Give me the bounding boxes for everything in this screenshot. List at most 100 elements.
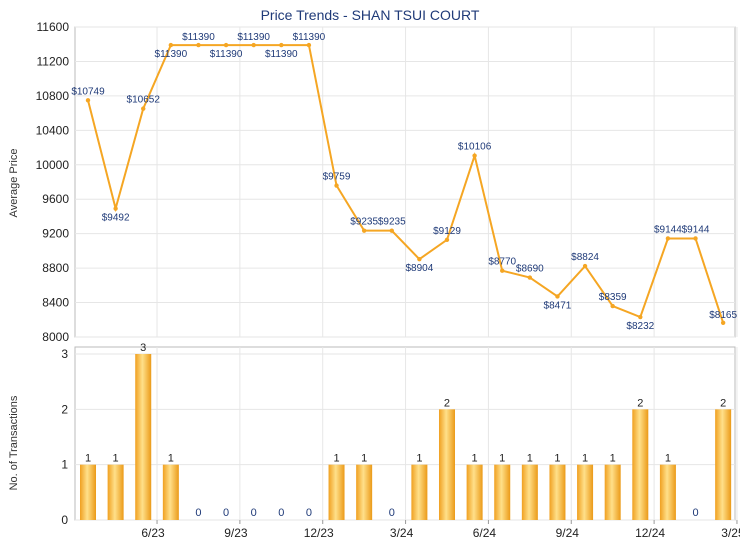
- price-label-21: $9144: [654, 224, 682, 235]
- transactions-label-22: 0: [692, 507, 698, 519]
- transactions-label-19: 1: [610, 453, 616, 465]
- transactions-label-18: 1: [582, 453, 588, 465]
- price-point-17: [555, 294, 560, 299]
- price-point-22: [693, 236, 698, 241]
- price-point-8: [306, 42, 312, 48]
- price-label-5: $11390: [210, 49, 243, 60]
- transactions-ytick-3: 3: [61, 347, 68, 361]
- price-point-15: [500, 268, 505, 273]
- transactions-label-23: 2: [720, 397, 726, 409]
- chart-title: Price Trends - SHAN TSUI COURT: [261, 7, 480, 23]
- price-label-18: $8824: [571, 252, 599, 263]
- transactions-bar-15: [494, 464, 511, 520]
- price-label-7: $11390: [265, 49, 298, 60]
- transactions-bar-20: [632, 409, 649, 520]
- price-label-15: $8770: [488, 257, 516, 268]
- transactions-bar-12: [411, 464, 428, 520]
- transactions-label-16: 1: [527, 453, 533, 465]
- price-point-12: [417, 256, 422, 262]
- price-label-10: $9235: [350, 217, 378, 228]
- price-point-18: [582, 263, 588, 269]
- price-point-2: [141, 106, 146, 111]
- transactions-xtick-6: 12/24: [635, 526, 665, 540]
- transactions-xtick-4: 6/24: [473, 526, 497, 540]
- price-label-11: $9235: [378, 217, 406, 228]
- price-point-13: [444, 237, 450, 242]
- price-plot-frame: [74, 26, 736, 338]
- transactions-label-6: 0: [251, 507, 257, 519]
- price-point-1: [113, 206, 118, 211]
- transactions-bar-9: [328, 464, 345, 520]
- price-point-9: [334, 183, 339, 188]
- price-label-1: $9492: [102, 213, 130, 224]
- transactions-bar-10: [356, 464, 373, 520]
- price-label-12: $8904: [405, 263, 433, 274]
- transactions-label-17: 1: [554, 453, 560, 465]
- transactions-ytick-0: 0: [61, 513, 68, 527]
- price-point-14: [472, 153, 477, 158]
- price-point-11: [389, 228, 394, 233]
- transactions-label-20: 2: [637, 397, 643, 409]
- price-point-16: [527, 275, 533, 280]
- transactions-axis-label: No. of Transactions: [8, 395, 20, 490]
- price-ytick-6: 10400: [36, 123, 70, 137]
- transactions-label-12: 1: [416, 453, 422, 465]
- price-ytick-5: 10000: [36, 158, 70, 172]
- price-label-4: $11390: [182, 32, 215, 43]
- transactions-label-5: 0: [223, 507, 229, 519]
- transactions-label-2: 3: [140, 342, 146, 354]
- transactions-label-7: 0: [278, 507, 284, 519]
- price-label-2: $10652: [127, 95, 161, 106]
- transactions-xtick-5: 9/24: [556, 526, 580, 540]
- price-point-20: [638, 314, 643, 320]
- price-label-23: $8165: [709, 310, 737, 321]
- transactions-bar-19: [604, 464, 621, 520]
- transactions-xtick-7: 3/25: [721, 526, 740, 540]
- transactions-label-11: 0: [389, 507, 395, 519]
- price-point-10: [361, 228, 367, 233]
- transactions-label-14: 1: [472, 453, 478, 465]
- transactions-label-8: 0: [306, 507, 312, 519]
- price-ytick-7: 10800: [36, 89, 70, 103]
- transactions-bar-14: [466, 464, 483, 520]
- transactions-xtick-2: 12/23: [304, 526, 334, 540]
- transactions-label-9: 1: [333, 453, 339, 465]
- price-label-17: $8471: [544, 300, 572, 311]
- transactions-bar-23: [715, 409, 732, 520]
- price-point-5: [223, 42, 229, 48]
- price-label-20: $8232: [626, 321, 654, 332]
- price-ytick-3: 9200: [42, 227, 69, 241]
- price-axis-label: Average Price: [8, 149, 20, 218]
- price-label-9: $9759: [323, 172, 351, 183]
- transactions-label-21: 1: [665, 453, 671, 465]
- price-ytick-4: 9600: [42, 192, 69, 206]
- transactions-label-13: 2: [444, 397, 450, 409]
- price-label-0: $10749: [71, 86, 105, 97]
- price-label-22: $9144: [682, 224, 710, 235]
- transactions-xtick-0: 6/23: [141, 526, 165, 540]
- price-point-6: [251, 42, 256, 48]
- transactions-label-4: 0: [195, 507, 201, 519]
- price-label-13: $9129: [433, 226, 461, 237]
- transactions-bar-3: [162, 464, 179, 520]
- transactions-label-3: 1: [168, 453, 174, 465]
- price-ytick-2: 8800: [42, 261, 69, 275]
- price-point-3: [168, 42, 174, 48]
- transactions-bar-0: [80, 464, 96, 520]
- transactions-bar-13: [438, 409, 455, 520]
- price-ytick-1: 8400: [42, 296, 69, 310]
- price-label-14: $10106: [458, 142, 492, 153]
- price-series-line: [87, 44, 725, 324]
- transactions-label-15: 1: [499, 453, 505, 465]
- price-point-4: [196, 42, 201, 48]
- transactions-bar-17: [549, 464, 566, 520]
- transactions-plot: 0 1 2 3 1 1 3 1 0 0 0 0 0 1 1 0 1 2 1 1 1 1 1 1 2 1 0 2 6/23 9/23 12/2…: [61, 342, 740, 540]
- transactions-xtick-1: 9/23: [224, 526, 248, 540]
- price-point-0: [85, 98, 91, 103]
- transactions-label-0: 1: [85, 453, 91, 465]
- price-plot: 8000 8400 8800 9200 9600 10000 10400 10800 11200…: [36, 20, 738, 344]
- transactions-ytick-1: 1: [61, 458, 68, 472]
- price-ytick-0: 8000: [42, 330, 69, 344]
